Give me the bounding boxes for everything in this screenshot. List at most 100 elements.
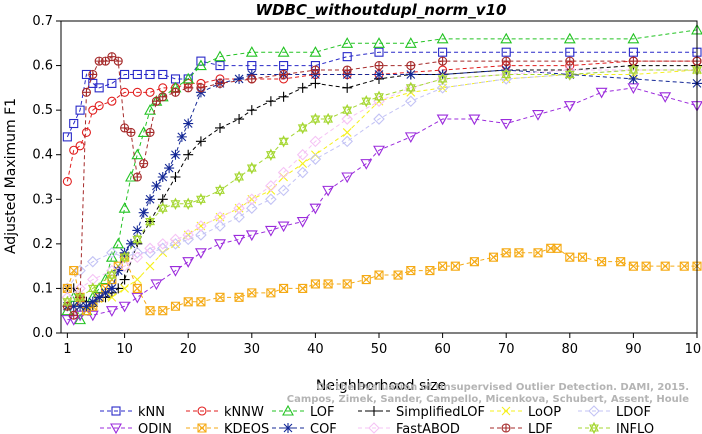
data-point-knnw [94,101,104,111]
series-inflo [62,63,702,309]
data-point-lof [373,37,385,48]
legend-marker-loop [501,406,511,416]
data-point-odin [659,92,672,103]
data-point-kdeos [62,283,72,293]
data-point-ldf [310,65,320,75]
legend-marker-fastabod [368,422,380,434]
data-point-cof [113,265,124,276]
data-point-ldof [436,82,449,94]
legend-marker-knn [111,406,121,416]
data-point-kdeos [342,279,352,289]
data-point-ldf [279,69,289,80]
data-point-odin [194,248,207,259]
data-point-ldf [565,56,575,66]
data-point-odin [436,114,449,126]
data-point-ldof [214,220,226,232]
legend-label-inflo: INFLO [616,422,654,434]
data-point-ldof [61,282,74,295]
data-point-odin [532,110,544,121]
legend: kNN kNNW LOF SimplifiedLOF LoOP LDOF ODIN KDEOS… [100,404,654,434]
data-point-fastabod [118,260,131,272]
data-point-inflo [119,250,130,264]
legend-item-odin: ODIN [100,422,172,434]
data-point-odin [264,225,277,237]
data-point-ldof [246,202,258,214]
data-point-kdeos [310,279,320,289]
data-point-simplifiedlof [278,91,289,102]
series-line-cof [67,69,698,307]
data-point-kdeos [628,261,638,271]
data-point-kdeos [196,297,206,307]
data-point-fastabod [214,211,226,223]
legend-item-knn: kNN [100,405,165,420]
x-tick-label: 20 [180,342,197,357]
data-point-inflo [246,161,257,175]
data-point-inflo [145,215,155,228]
data-point-inflo [157,201,168,215]
legend-marker-ldof [588,405,600,417]
data-point-odin [360,159,373,170]
data-point-lof [404,37,417,48]
data-point-lof [563,32,576,44]
data-point-lof [131,148,144,160]
data-point-ldof [341,135,353,148]
data-point-cof [176,131,187,142]
data-point-odin [322,185,335,197]
data-point-knnw [62,176,72,187]
data-point-lof [214,50,226,62]
data-point-ldf [107,52,117,62]
y-tick-label: 0.6 [32,59,53,74]
data-point-kdeos [577,252,588,262]
data-point-odin [309,203,322,215]
data-point-kdeos [234,292,244,302]
data-point-cof [151,180,162,191]
y-axis-label: Adjusted Maximum F1 [3,98,19,254]
data-point-cof [170,149,181,160]
data-point-inflo [361,94,372,108]
data-point-kdeos [660,261,670,271]
data-point-fastabod [182,229,194,241]
data-point-cof [157,172,168,182]
data-point-ldf [406,61,416,71]
legend-item-fastabod: FastABOD [358,422,460,434]
data-point-kdeos [514,248,524,258]
data-point-kdeos [215,292,225,302]
data-point-cof [183,118,194,129]
legend-label-simplifiedlof: SimplifiedLOF [396,405,485,420]
series-ldf [62,52,702,320]
data-point-kdeos [361,274,371,285]
data-point-inflo [234,170,244,184]
data-point-kdeos [597,257,607,267]
data-point-simplifiedlof [119,274,130,285]
series-line-lof [66,29,698,321]
data-point-cof [94,292,105,303]
data-point-kdeos [679,261,689,271]
data-point-kdeos [501,248,511,258]
data-point-kdeos [450,261,460,271]
y-tick-label: 0.5 [32,103,53,118]
legend-label-ldof: LDOF [616,405,651,420]
legend-label-lof: LOF [310,405,335,420]
data-point-simplifiedlof [215,122,225,133]
data-point-ldf [145,127,155,137]
data-point-ldof [296,166,309,179]
data-point-knn [132,69,142,80]
data-point-ldf [374,61,384,71]
data-point-simplifiedlof [234,114,245,125]
data-point-ldof [309,153,322,165]
data-point-knn [374,47,384,57]
y-tick-label: 0.0 [32,326,53,341]
data-point-ldof [373,113,385,125]
data-point-odin [341,172,354,184]
data-point-lof [74,313,87,325]
data-point-kdeos [158,306,168,316]
data-point-inflo [342,103,353,117]
data-point-knnw [145,87,155,97]
legend-label-cof: COF [310,422,337,434]
legend-marker-lof [282,404,294,416]
legend-label-fastabod: FastABOD [396,422,460,434]
data-point-ldf [81,87,91,97]
data-point-knn [628,47,638,57]
legend-label-kdeos: KDEOS [224,422,269,434]
